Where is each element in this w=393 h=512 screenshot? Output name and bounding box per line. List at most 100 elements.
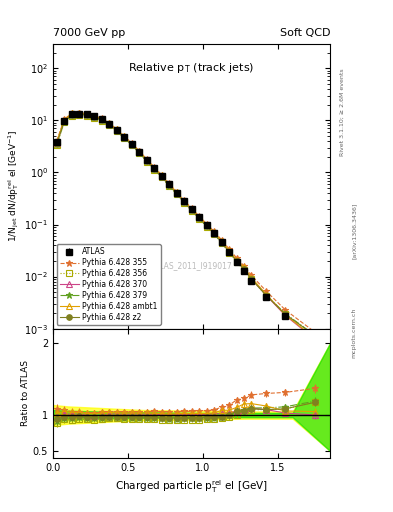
Pythia 6.428 379 <box>152 166 156 172</box>
Pythia 6.428 379 <box>264 292 269 298</box>
Pythia 6.428 z2 <box>62 118 67 124</box>
Pythia 6.428 379 <box>55 141 59 147</box>
Line: Pythia 6.428 379: Pythia 6.428 379 <box>53 111 319 339</box>
Pythia 6.428 379 <box>144 158 149 164</box>
Pythia 6.428 370 <box>122 134 127 140</box>
Pythia 6.428 356 <box>99 118 104 124</box>
Pythia 6.428 370 <box>182 198 186 204</box>
Pythia 6.428 379 <box>234 258 239 264</box>
Pythia 6.428 356 <box>114 128 119 134</box>
Pythia 6.428 356 <box>129 142 134 148</box>
Pythia 6.428 370 <box>204 222 209 228</box>
Pythia 6.428 370 <box>189 206 194 212</box>
Pythia 6.428 356 <box>122 135 127 141</box>
Text: mcplots.cern.ch: mcplots.cern.ch <box>352 308 357 358</box>
Pythia 6.428 370 <box>84 112 89 118</box>
Pythia 6.428 379 <box>212 231 217 237</box>
Pythia 6.428 ambt1 <box>167 181 171 187</box>
Pythia 6.428 379 <box>189 207 194 214</box>
Pythia 6.428 356 <box>212 231 217 238</box>
Pythia 6.428 356 <box>227 249 231 255</box>
Pythia 6.428 379 <box>114 128 119 134</box>
Pythia 6.428 z2 <box>283 311 288 317</box>
Pythia 6.428 ambt1 <box>114 126 119 133</box>
Pythia 6.428 ambt1 <box>99 116 104 122</box>
Pythia 6.428 z2 <box>219 240 224 246</box>
Pythia 6.428 379 <box>159 174 164 180</box>
Pythia 6.428 z2 <box>234 258 239 264</box>
Pythia 6.428 z2 <box>167 182 171 188</box>
Pythia 6.428 355 <box>129 140 134 146</box>
Line: Pythia 6.428 355: Pythia 6.428 355 <box>53 109 319 336</box>
Pythia 6.428 356 <box>313 333 318 339</box>
Pythia 6.428 370 <box>62 117 67 123</box>
Pythia 6.428 370 <box>114 127 119 133</box>
Pythia 6.428 355 <box>167 180 171 186</box>
Line: Pythia 6.428 356: Pythia 6.428 356 <box>54 112 318 338</box>
Pythia 6.428 370 <box>174 189 179 196</box>
Pythia 6.428 ambt1 <box>159 173 164 179</box>
Pythia 6.428 370 <box>70 111 74 117</box>
Pythia 6.428 370 <box>152 165 156 171</box>
Pythia 6.428 ambt1 <box>62 117 67 123</box>
Pythia 6.428 356 <box>242 267 246 273</box>
Pythia 6.428 ambt1 <box>137 148 141 154</box>
Pythia 6.428 379 <box>99 117 104 123</box>
Pythia 6.428 355 <box>283 307 288 313</box>
Pythia 6.428 z2 <box>227 249 231 255</box>
Pythia 6.428 379 <box>242 266 246 272</box>
Pythia 6.428 355 <box>182 197 186 203</box>
Pythia 6.428 355 <box>137 147 141 154</box>
Pythia 6.428 z2 <box>204 223 209 229</box>
Y-axis label: 1/N$_{\rm jet}$ dN/dp$^{\rm rel}_{\rm T}$ el [GeV$^{-1}$]: 1/N$_{\rm jet}$ dN/dp$^{\rm rel}_{\rm T}… <box>7 130 22 242</box>
Pythia 6.428 355 <box>122 133 127 139</box>
Text: ATLAS_2011_I919017: ATLAS_2011_I919017 <box>151 262 233 270</box>
Line: Pythia 6.428 z2: Pythia 6.428 z2 <box>54 111 318 338</box>
Pythia 6.428 ambt1 <box>70 110 74 116</box>
Pythia 6.428 355 <box>242 263 246 269</box>
Pythia 6.428 379 <box>283 310 288 316</box>
Pythia 6.428 370 <box>283 312 288 318</box>
Pythia 6.428 356 <box>189 208 194 214</box>
Pythia 6.428 370 <box>77 110 82 116</box>
Pythia 6.428 355 <box>114 126 119 132</box>
Pythia 6.428 370 <box>219 239 224 245</box>
Pythia 6.428 ambt1 <box>182 198 186 204</box>
Pythia 6.428 370 <box>313 336 318 343</box>
Pythia 6.428 356 <box>167 183 171 189</box>
Pythia 6.428 z2 <box>77 111 82 117</box>
Pythia 6.428 z2 <box>92 114 97 120</box>
Pythia 6.428 356 <box>84 113 89 119</box>
Pythia 6.428 355 <box>77 110 82 116</box>
X-axis label: Charged particle p$^{\rm rel}_{\rm T}$ el [GeV]: Charged particle p$^{\rm rel}_{\rm T}$ e… <box>115 479 268 496</box>
Pythia 6.428 356 <box>264 292 269 298</box>
Pythia 6.428 379 <box>62 119 67 125</box>
Pythia 6.428 z2 <box>70 112 74 118</box>
Pythia 6.428 ambt1 <box>264 291 269 297</box>
Pythia 6.428 370 <box>137 148 141 155</box>
Pythia 6.428 356 <box>92 115 97 121</box>
Pythia 6.428 355 <box>197 213 202 219</box>
Line: Pythia 6.428 ambt1: Pythia 6.428 ambt1 <box>54 110 318 341</box>
Pythia 6.428 370 <box>197 214 202 220</box>
Pythia 6.428 356 <box>234 259 239 265</box>
Line: Pythia 6.428 370: Pythia 6.428 370 <box>54 111 318 342</box>
Pythia 6.428 z2 <box>197 215 202 221</box>
Pythia 6.428 370 <box>107 121 112 127</box>
Pythia 6.428 ambt1 <box>129 140 134 146</box>
Pythia 6.428 356 <box>70 113 74 119</box>
Pythia 6.428 z2 <box>137 150 141 156</box>
Pythia 6.428 ambt1 <box>234 257 239 263</box>
Pythia 6.428 z2 <box>84 112 89 118</box>
Pythia 6.428 379 <box>70 112 74 118</box>
Pythia 6.428 z2 <box>264 292 269 298</box>
Pythia 6.428 z2 <box>129 142 134 148</box>
Pythia 6.428 ambt1 <box>189 206 194 212</box>
Pythia 6.428 ambt1 <box>227 247 231 253</box>
Pythia 6.428 379 <box>129 142 134 148</box>
Pythia 6.428 379 <box>137 150 141 156</box>
Pythia 6.428 355 <box>92 113 97 119</box>
Pythia 6.428 356 <box>219 240 224 246</box>
Pythia 6.428 z2 <box>249 276 254 282</box>
Text: Relative p$_{\rm T}$ (track jets): Relative p$_{\rm T}$ (track jets) <box>129 60 255 75</box>
